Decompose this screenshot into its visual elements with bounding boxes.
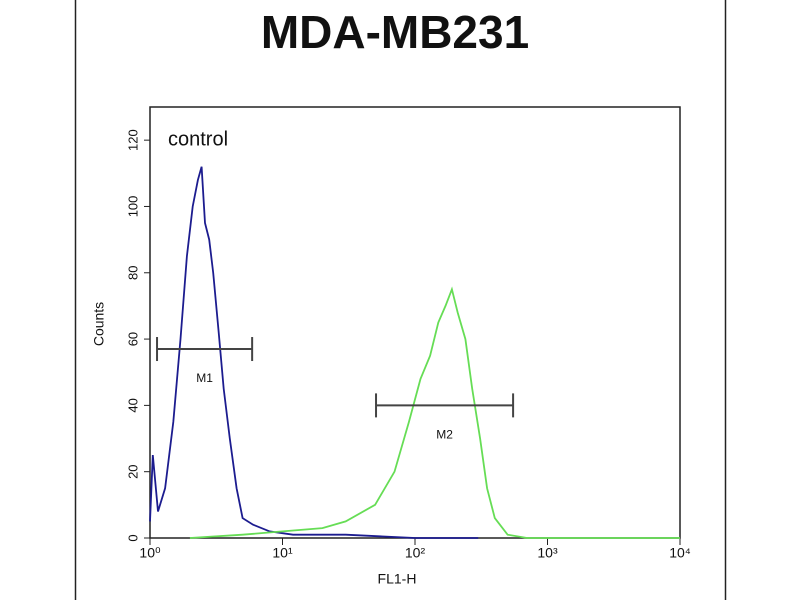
y-axis-label: Counts <box>91 302 107 346</box>
histogram-line <box>189 286 680 539</box>
y-tick-label: 20 <box>125 464 140 478</box>
y-tick-label: 60 <box>125 332 140 346</box>
frame <box>74 0 727 600</box>
x-tick-label: 10² <box>405 545 426 561</box>
gate-label: M1 <box>196 371 213 385</box>
y-tick-label: 0 <box>125 534 140 541</box>
y-tick-label: 40 <box>125 398 140 412</box>
x-tick-label: 10¹ <box>272 545 293 561</box>
gate-label: M2 <box>436 428 453 442</box>
y-tick-label: 120 <box>125 129 140 151</box>
x-tick-label: 10⁴ <box>669 545 691 561</box>
y-tick-label: 100 <box>125 196 140 218</box>
chart-title: MDA-MB231 <box>261 6 529 58</box>
y-tick-label: 80 <box>125 266 140 280</box>
histogram-line <box>149 166 479 539</box>
x-axis-label: FL1-H <box>378 571 417 587</box>
x-tick-label: 10³ <box>537 545 558 561</box>
x-tick-label: 10⁰ <box>139 545 161 561</box>
annotation: control <box>168 128 228 150</box>
plot-box <box>149 106 681 539</box>
